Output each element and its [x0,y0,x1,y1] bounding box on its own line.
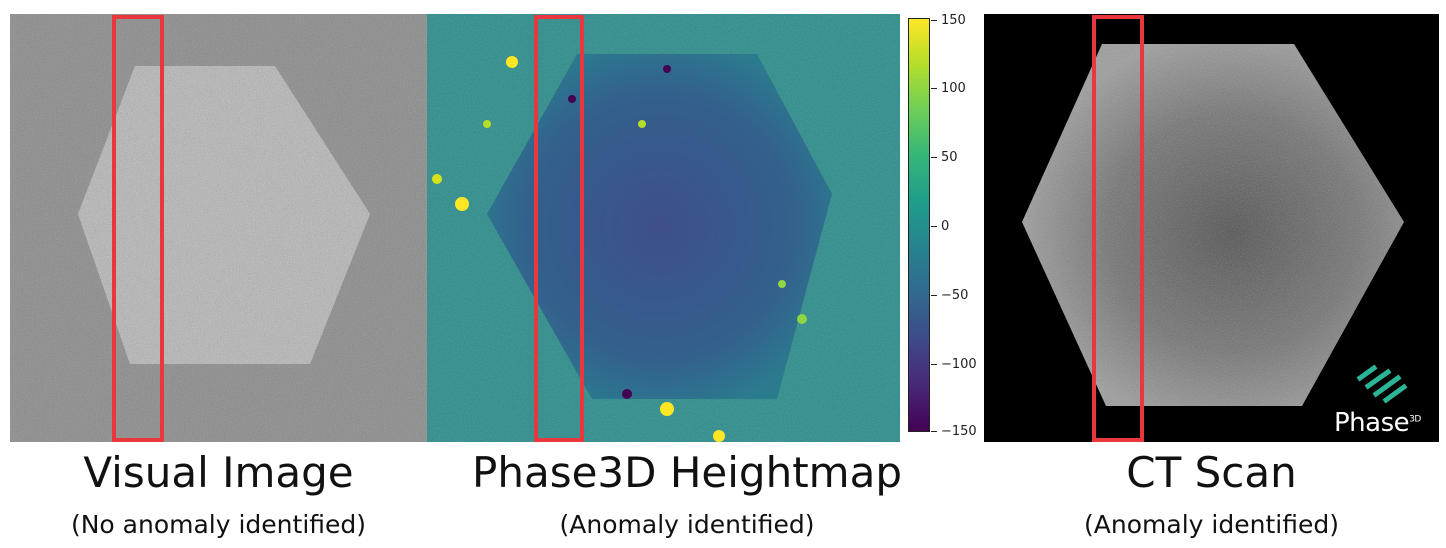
colorbar-tick-label: 50 [941,150,958,165]
colorbar-tick-label: 0 [941,219,950,234]
colorbar-tick-label: 150 [941,13,966,28]
colorbar-tick-label: −100 [941,357,977,372]
colorbar-tick [931,295,937,296]
logo-mark-icon [1356,364,1408,404]
colorbar-tick [931,88,937,89]
colorbar-tick [931,20,937,21]
visual-image-panel [10,14,427,442]
visual-image [10,14,427,442]
highlight-box [534,15,584,442]
logo-wordmark: Phase3D [1334,408,1421,438]
colorbar-tick [931,226,937,227]
ct-scan-image [984,14,1439,442]
hotspots [432,56,807,442]
colorbar-tick-label: 100 [941,81,966,96]
highlight-box [1092,15,1144,442]
colorbar-tick [931,157,937,158]
highlight-box [112,15,164,442]
ct-scan-panel [984,14,1439,442]
heightmap-title: Phase3D Heightmap [472,448,902,497]
ct-scan-subtitle: (Anomaly identified) [1084,510,1339,539]
heightmap-image [427,14,900,442]
visual-image-title: Visual Image [83,448,354,497]
phase3d-logo: Phase3D [1334,358,1444,438]
colorbar [908,18,930,432]
hexagon-shape [487,54,832,399]
colorbar-tick [931,431,937,432]
heightmap-panel [427,14,900,442]
visual-image-subtitle: (No anomaly identified) [70,510,367,539]
colorbar-tick-label: −50 [941,288,969,303]
colorbar-tick [931,364,937,365]
ct-scan-title: CT Scan [1126,448,1297,497]
heightmap-subtitle: (Anomaly identified) [559,510,815,539]
colorbar-tick-label: −150 [941,424,977,439]
